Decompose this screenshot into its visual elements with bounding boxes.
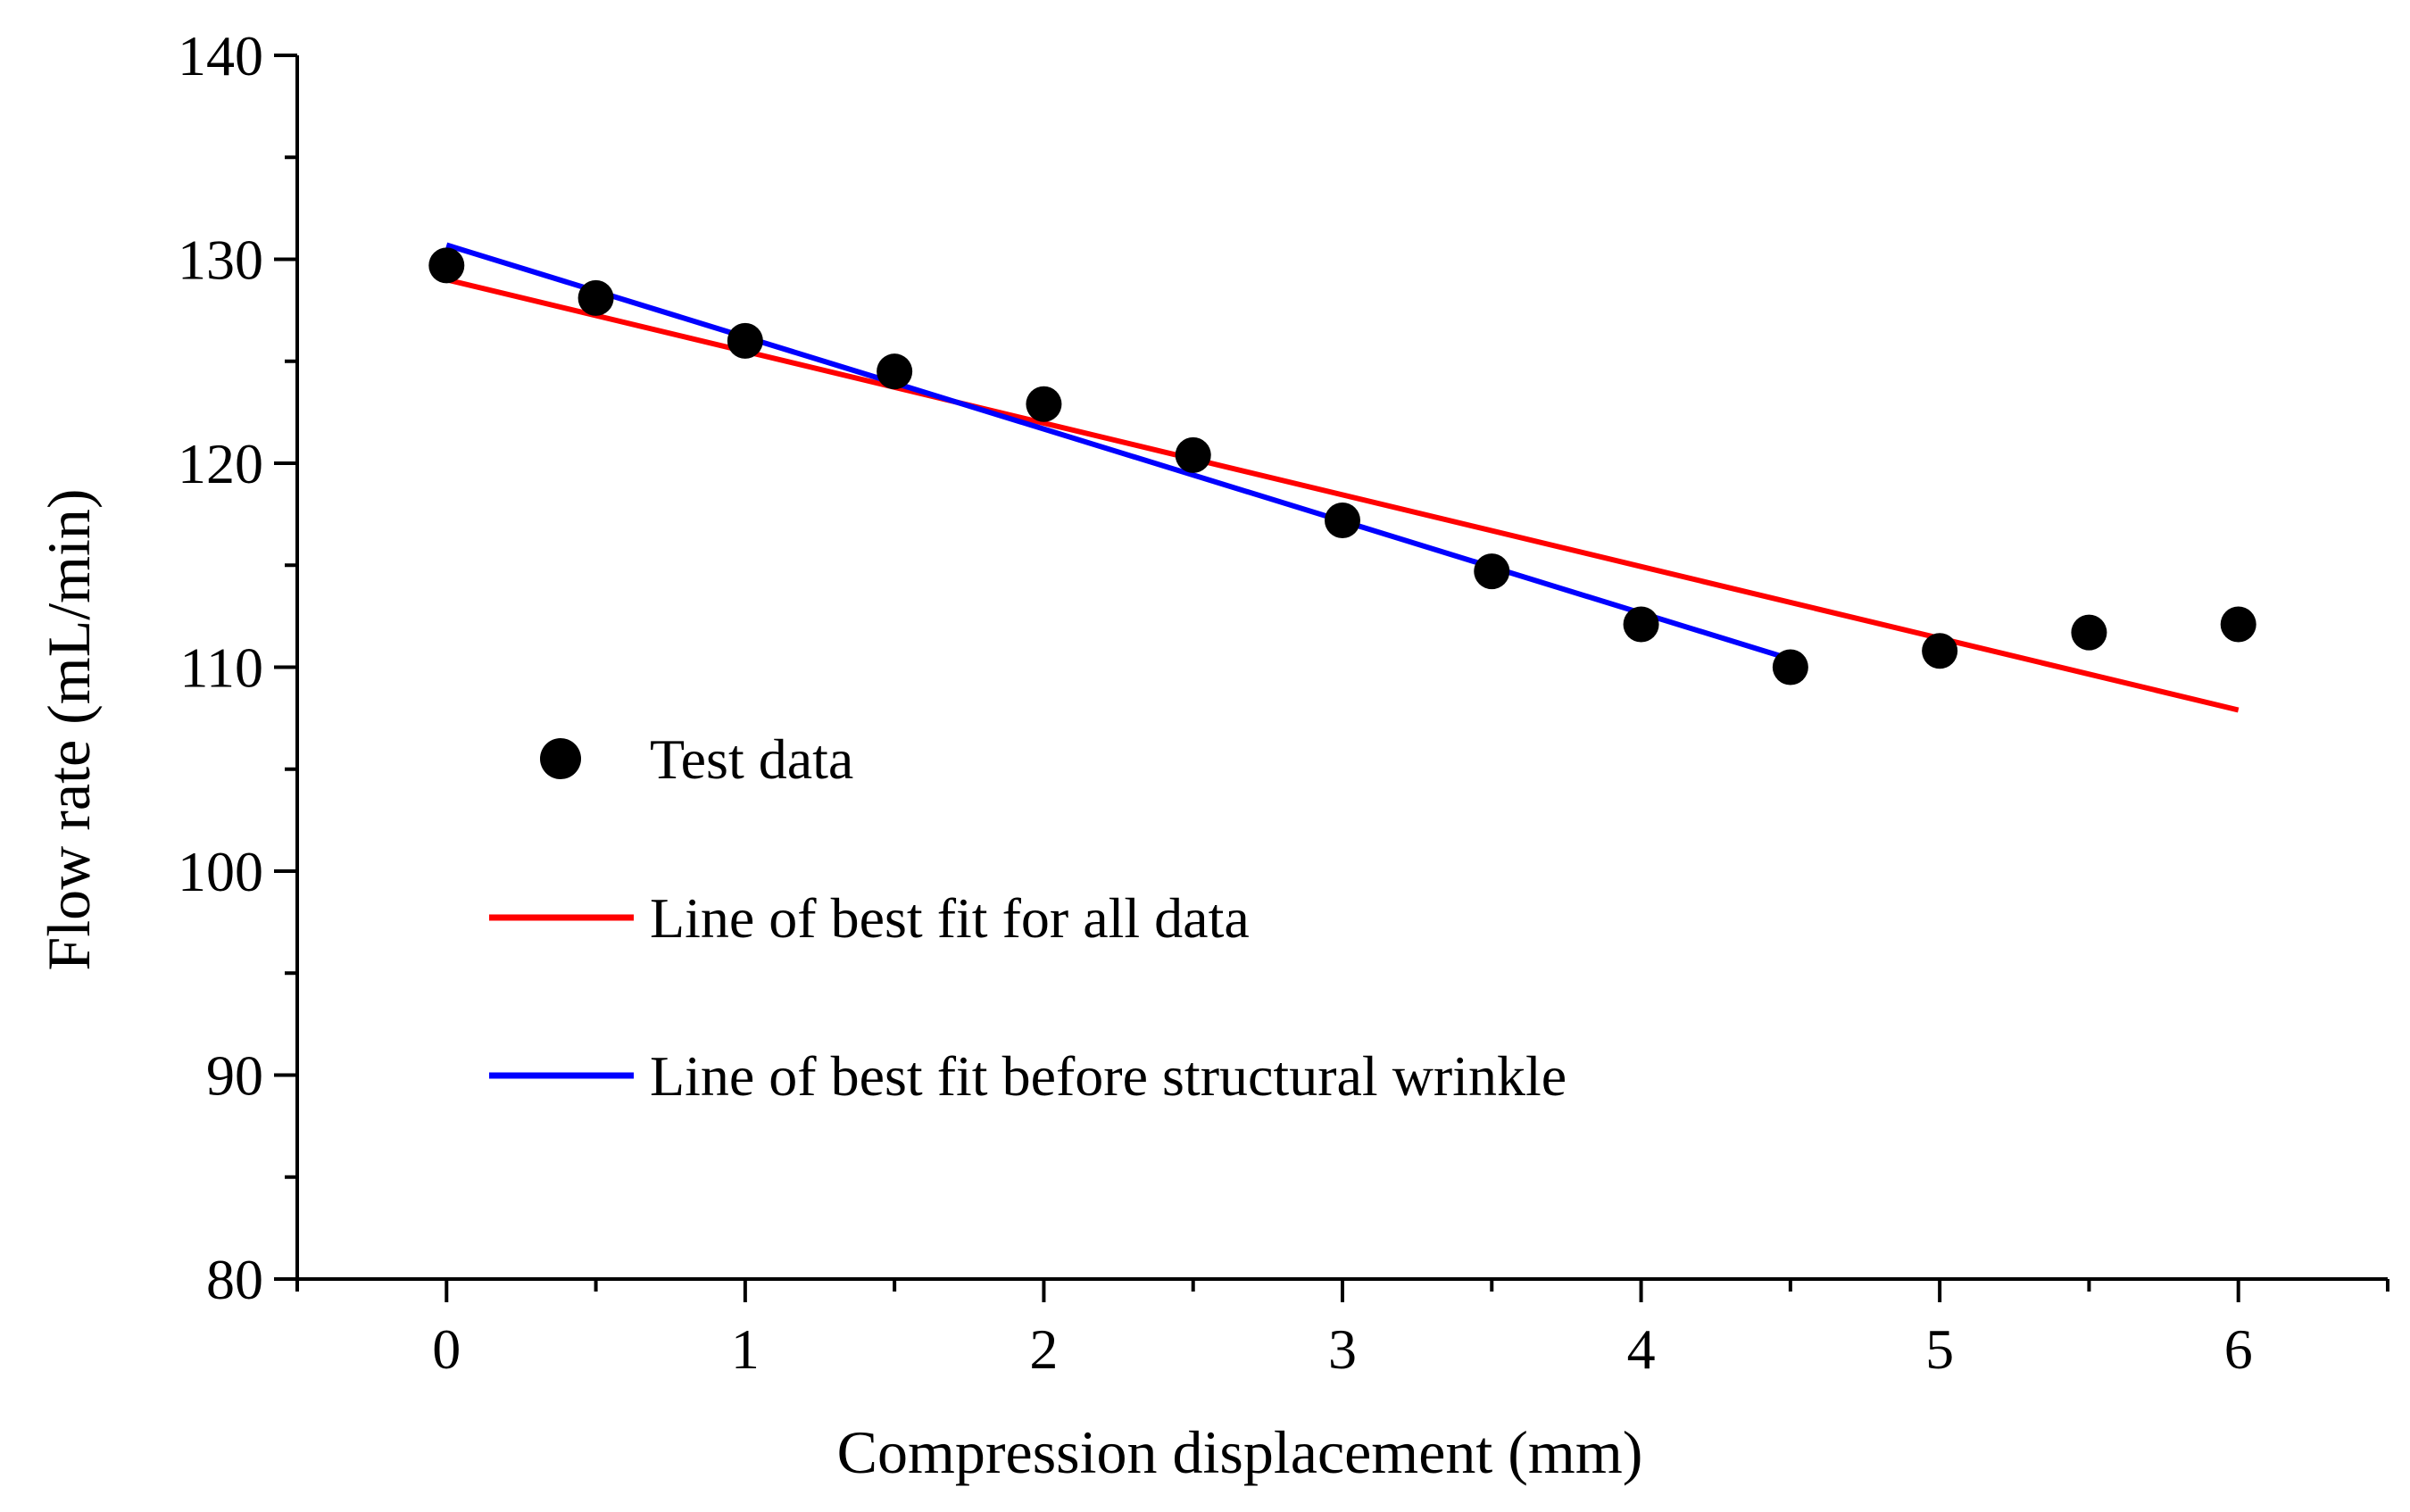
legend-label: Line of best fit for all data [650,886,1250,950]
data-point [1474,553,1510,590]
data-point [1623,606,1659,643]
ticks-group: 80 90 100 110 120 130 140 0 1 2 3 4 5 6 [178,24,2389,1381]
x-tick-label: 1 [731,1317,760,1381]
x-tick-label: 6 [2224,1317,2253,1381]
y-axis-label: Flow rate (mL/min) [35,488,103,970]
data-point [727,322,763,359]
data-point [1026,386,1062,422]
x-tick-label: 0 [432,1317,461,1381]
y-tick-label: 130 [178,228,263,292]
data-points-group [428,247,2256,685]
data-point [1175,436,1211,473]
fit-line-all-data [445,277,2240,713]
data-point [877,353,913,390]
data-point [2220,606,2256,643]
y-tick-label: 80 [206,1248,263,1311]
legend-label: Line of best fit before structural wrink… [650,1044,1566,1108]
legend-label: Test data [650,727,853,791]
y-tick-label: 110 [179,636,263,700]
data-point [428,247,465,284]
data-point [1922,633,1958,669]
x-tick-label: 3 [1328,1317,1357,1381]
y-tick-label: 140 [178,24,263,87]
y-tick-label: 100 [178,840,263,903]
data-point [2071,614,2107,651]
fit-line-before-wrinkle [445,242,1791,662]
data-point [1325,502,1360,538]
x-tick-label: 5 [1925,1317,1954,1381]
y-tick-label: 90 [206,1044,263,1108]
y-tick-label: 120 [178,432,263,495]
data-point [578,279,614,316]
data-point [1772,649,1808,685]
x-tick-label: 4 [1627,1317,1656,1381]
legend: Test data Line of best fit for all data Li… [489,727,1566,1108]
legend-marker-test-data [540,738,581,779]
x-axis-label: Compression displacement (mm) [837,1418,1643,1486]
fit-lines-group [445,242,2240,713]
x-tick-label: 2 [1029,1317,1058,1381]
